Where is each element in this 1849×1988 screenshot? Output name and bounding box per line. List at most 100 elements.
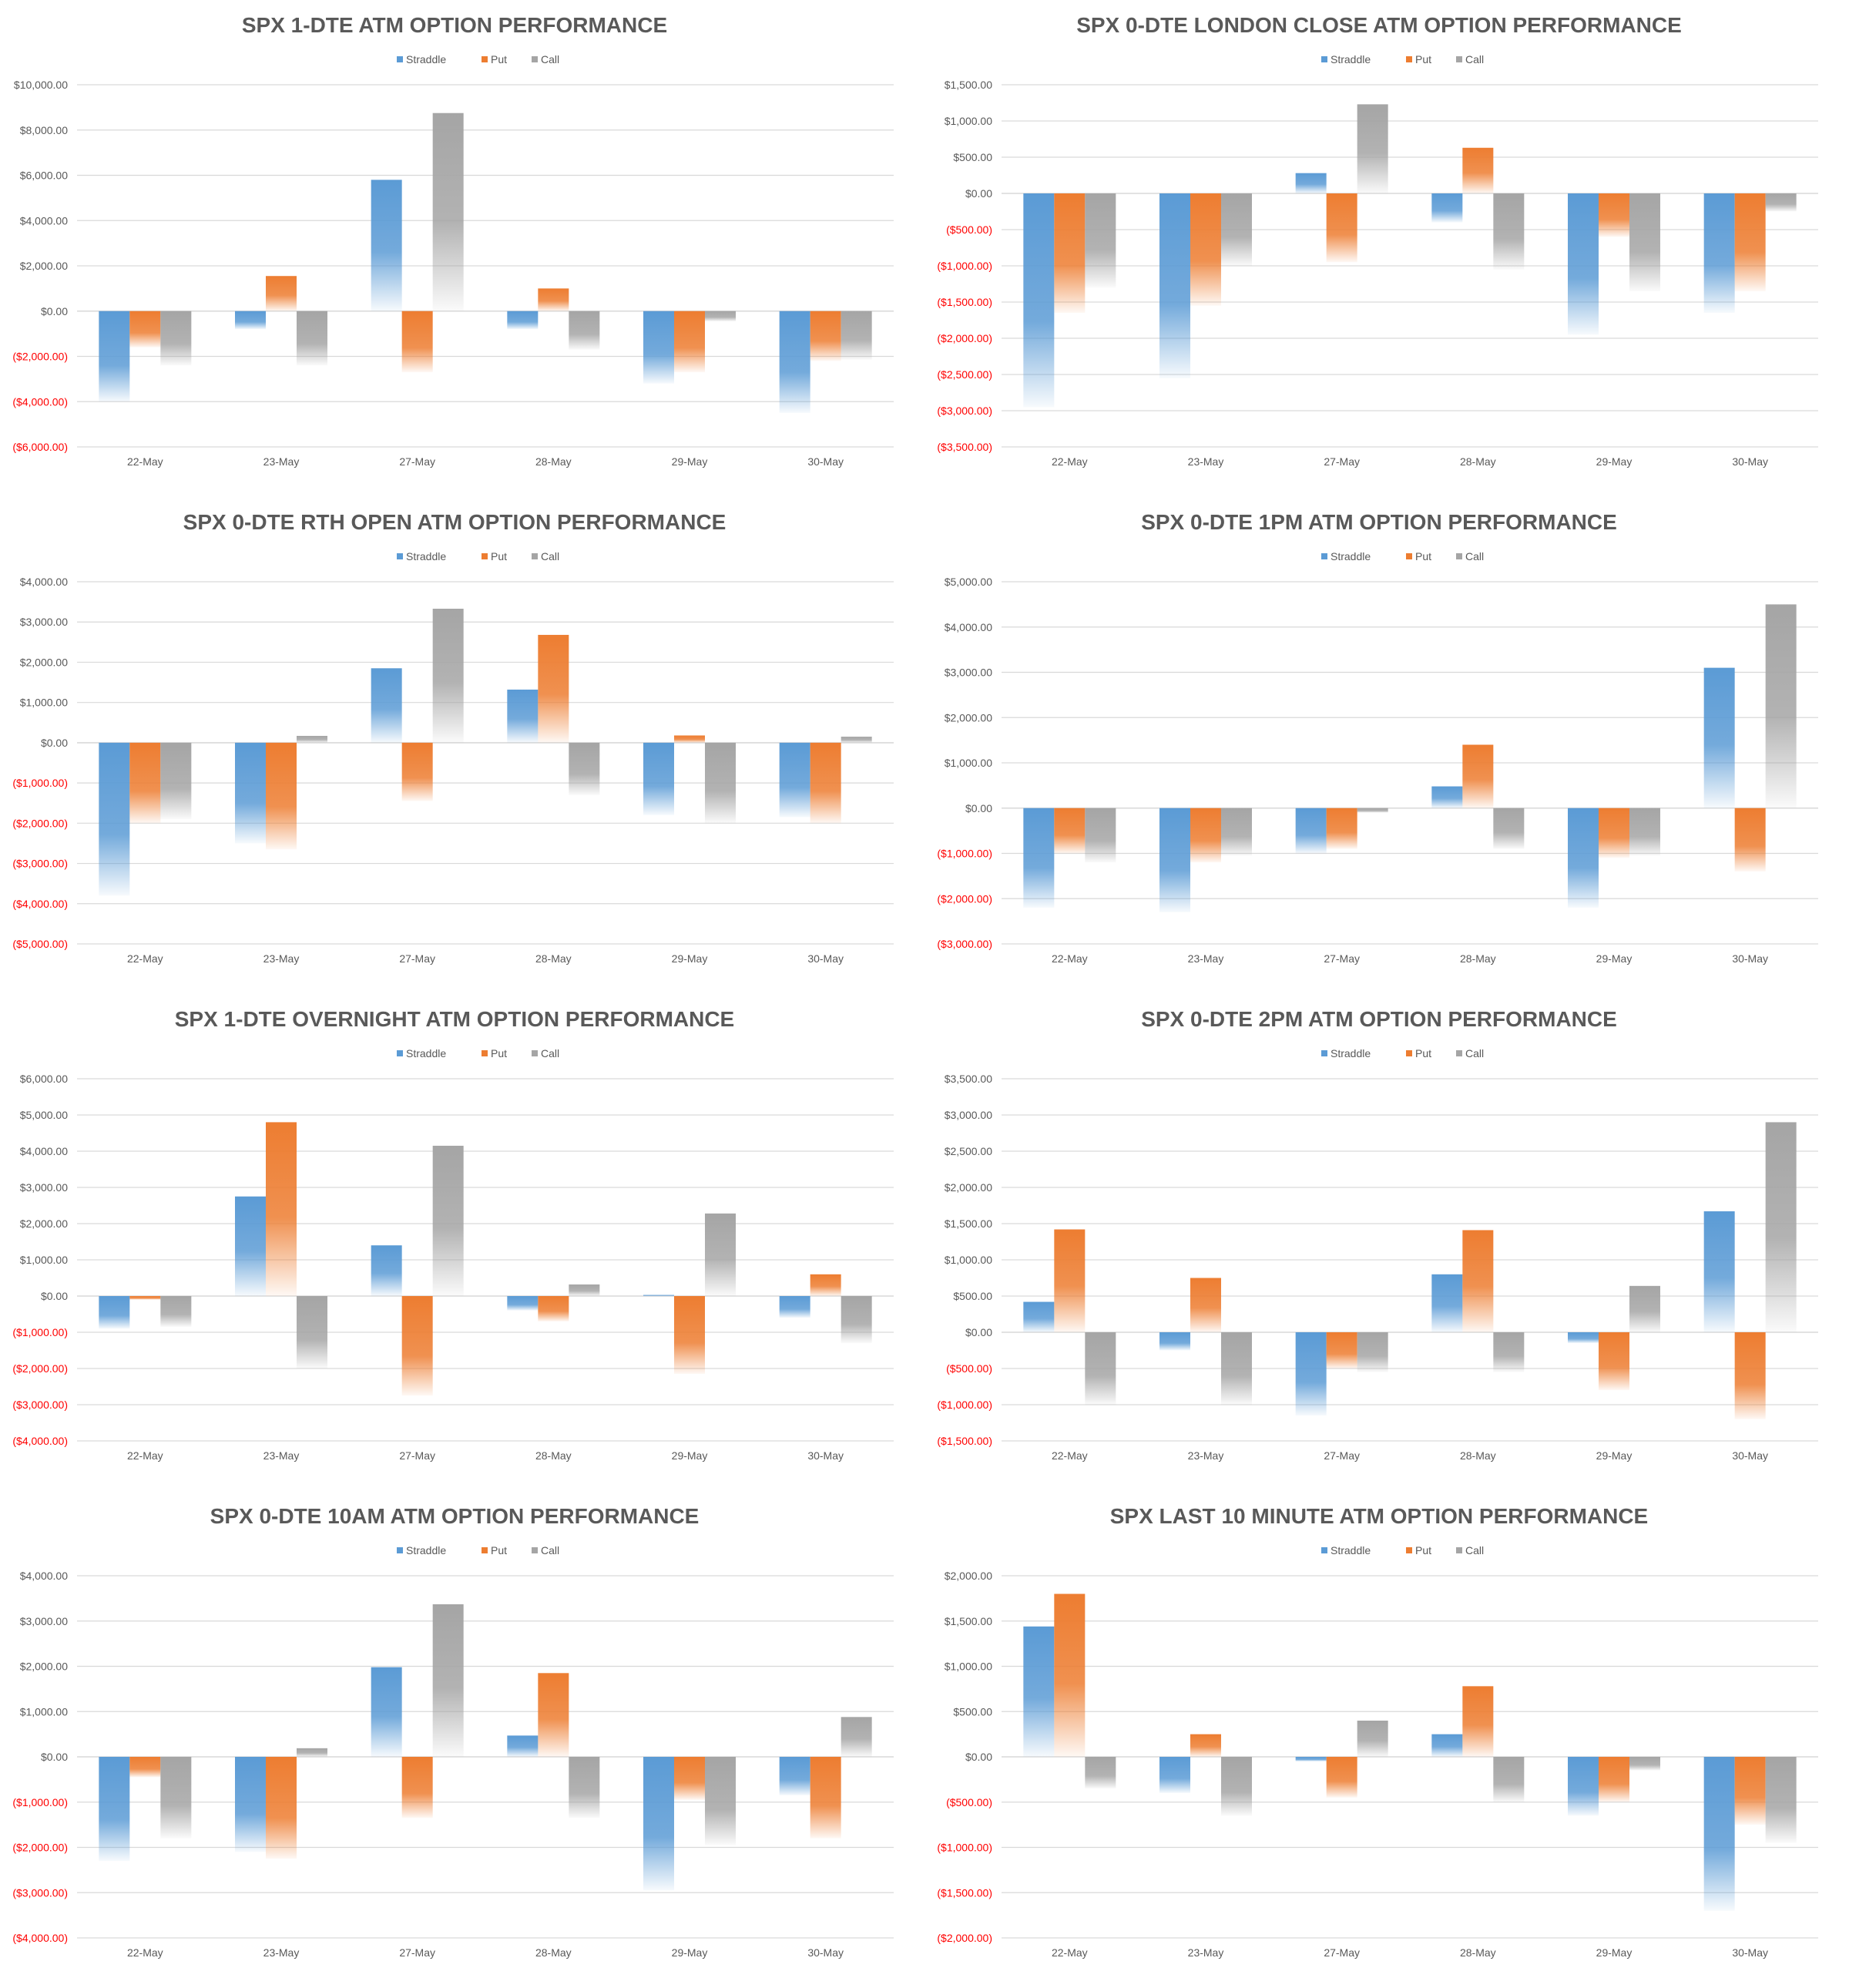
bar-straddle-23-may <box>235 311 266 330</box>
bar-straddle-22-may <box>1023 808 1055 908</box>
chart-panel-4: SPX 0-DTE 1PM ATM OPTION PERFORMANCE Stra… <box>924 497 1849 994</box>
bar-call-27-may <box>432 1604 464 1757</box>
x-tick-label: 22-May <box>127 455 163 468</box>
y-tick-label: $1,000.00 <box>945 1254 992 1266</box>
bar-call-30-may <box>1765 193 1797 212</box>
bar-put-28-may <box>1462 1686 1494 1757</box>
bar-put-29-may <box>1599 1332 1629 1391</box>
bar-call-30-may <box>841 311 872 360</box>
y-tick-label: $4,000.00 <box>20 1145 68 1157</box>
y-tick-label: ($1,000.00) <box>12 1796 68 1808</box>
y-tick-label: $10,000.00 <box>14 79 68 91</box>
legend-label-call: Call <box>1465 1544 1484 1556</box>
bar-call-30-may <box>1765 1122 1797 1332</box>
legend-swatch-straddle <box>1321 553 1327 559</box>
legend-label-call: Call <box>1465 550 1484 562</box>
y-tick-label: $0.00 <box>965 1751 992 1763</box>
bar-call-28-may <box>1493 1757 1525 1802</box>
y-tick-label: $4,000.00 <box>945 621 992 633</box>
y-tick-label: $2,000.00 <box>20 656 68 668</box>
bar-put-27-may <box>1326 1332 1357 1368</box>
bar-put-23-may <box>1190 808 1221 863</box>
x-tick-label: 23-May <box>1188 1946 1224 1959</box>
x-tick-label: 27-May <box>399 455 435 468</box>
y-tick-label: $5,000.00 <box>945 576 992 588</box>
x-tick-label: 30-May <box>1732 1946 1768 1959</box>
legend-label-put: Put <box>491 1047 507 1059</box>
y-tick-label: $1,000.00 <box>20 1705 68 1718</box>
bar-put-28-may <box>538 288 569 311</box>
bar-call-23-may <box>1221 193 1252 266</box>
bar-straddle-30-may <box>779 742 810 818</box>
legend-label-call: Call <box>541 53 559 65</box>
y-tick-label: $2,000.00 <box>945 1570 992 1582</box>
legend-swatch-put <box>1406 1547 1412 1553</box>
y-tick-label: $0.00 <box>965 802 992 814</box>
legend-swatch-call <box>1456 1050 1462 1056</box>
y-tick-label: ($2,000.00) <box>12 1362 68 1375</box>
bar-put-28-may <box>538 634 569 743</box>
bar-call-23-may <box>1221 1757 1252 1816</box>
bar-call-30-may <box>1765 1757 1797 1843</box>
bar-call-29-may <box>1629 1285 1660 1332</box>
x-tick-label: 28-May <box>1460 1449 1496 1462</box>
x-tick-label: 28-May <box>535 1946 572 1959</box>
y-tick-label: $1,500.00 <box>945 1615 992 1627</box>
y-tick-label: $4,000.00 <box>20 1570 68 1582</box>
legend-swatch-put <box>1406 1050 1412 1056</box>
legend-label-put: Put <box>1415 1047 1431 1059</box>
bar-call-27-may <box>432 608 464 743</box>
chart-panel-2: SPX 0-DTE LONDON CLOSE ATM OPTION PERFOR… <box>924 0 1849 497</box>
y-tick-label: ($2,000.00) <box>12 351 68 363</box>
x-tick-label: 30-May <box>1732 455 1768 468</box>
y-tick-label: $3,000.00 <box>20 1615 68 1627</box>
legend-swatch-call <box>532 56 538 62</box>
x-tick-label: 27-May <box>399 952 435 965</box>
y-tick-label: $2,000.00 <box>20 260 68 272</box>
legend-label-straddle: Straddle <box>1331 550 1371 562</box>
bar-straddle-23-may <box>235 742 266 844</box>
bar-call-29-may <box>1629 193 1660 291</box>
bar-put-22-may <box>129 742 161 824</box>
legend-label-straddle: Straddle <box>406 53 446 65</box>
bar-straddle-23-may <box>235 1196 266 1296</box>
bar-put-23-may <box>266 1757 297 1859</box>
bar-call-22-may <box>1085 1332 1116 1405</box>
chart-panel-8: SPX LAST 10 MINUTE ATM OPTION PERFORMANC… <box>924 1491 1849 1988</box>
x-tick-label: 22-May <box>1052 455 1088 468</box>
bar-straddle-30-may <box>779 311 810 413</box>
bar-put-22-may <box>1054 1229 1086 1332</box>
legend-swatch-put <box>482 553 488 559</box>
x-tick-label: 27-May <box>1324 1449 1360 1462</box>
x-tick-label: 30-May <box>1732 952 1768 965</box>
bar-put-28-may <box>1462 1230 1494 1332</box>
bar-call-28-may <box>569 311 600 350</box>
bar-call-28-may <box>569 1284 600 1296</box>
bar-call-22-may <box>160 1757 192 1839</box>
x-tick-label: 29-May <box>1596 1449 1633 1462</box>
y-tick-label: ($1,500.00) <box>937 296 992 308</box>
legend-label-put: Put <box>1415 550 1431 562</box>
bar-straddle-22-may <box>99 742 130 896</box>
bar-call-30-may <box>841 1717 872 1757</box>
bar-call-22-may <box>160 1296 192 1327</box>
y-tick-label: ($2,000.00) <box>12 1842 68 1854</box>
y-tick-label: $3,000.00 <box>945 667 992 679</box>
bar-call-28-may <box>1493 808 1525 849</box>
y-tick-label: ($3,000.00) <box>12 1886 68 1899</box>
bar-straddle-29-may <box>643 311 674 384</box>
y-tick-label: ($2,000.00) <box>937 1932 992 1944</box>
bar-straddle-29-may <box>1568 808 1599 908</box>
bar-put-27-may <box>401 311 433 373</box>
legend-swatch-straddle <box>397 553 403 559</box>
y-tick-label: $2,000.00 <box>20 1217 68 1230</box>
bar-straddle-27-may <box>1295 808 1327 854</box>
bar-put-29-may <box>674 1757 705 1800</box>
y-tick-label: ($4,000.00) <box>12 395 68 408</box>
x-tick-label: 29-May <box>672 1946 708 1959</box>
x-tick-label: 22-May <box>1052 1449 1088 1462</box>
bar-put-29-may <box>674 735 705 743</box>
legend-label-put: Put <box>491 550 507 562</box>
legend-label-put: Put <box>1415 53 1431 65</box>
